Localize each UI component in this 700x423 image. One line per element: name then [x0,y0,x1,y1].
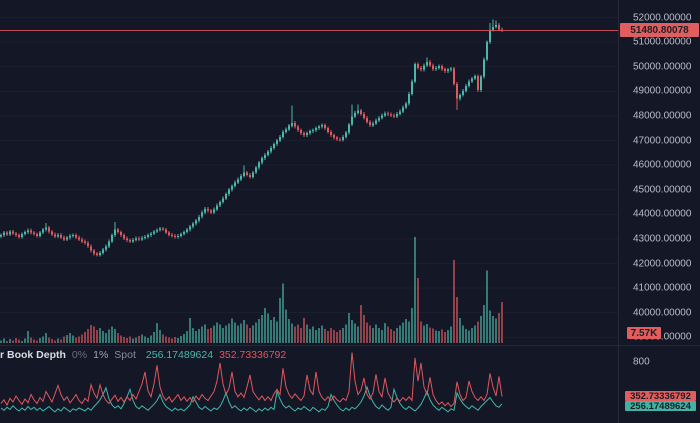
price-axis-label: 44000.00000 [633,209,691,220]
indicator-title: r Book Depth [0,349,66,361]
indicator-param-spot: Spot [114,349,136,361]
order-book-depth-pane[interactable]: r Book Depth 0% 1% Spot 256.17489624 352.7333… [0,345,618,423]
price-axis-label: 40000.00000 [633,307,691,318]
candlestick-volume-chart[interactable] [0,0,618,345]
depth-axis-label: 800 [633,357,650,368]
pane-divider [619,345,700,346]
price-chart-pane[interactable] [0,0,618,345]
trading-terminal: r Book Depth0%1%Spot256.17489624352.7333… [0,0,700,423]
price-axis-label: 46000.00000 [633,160,691,171]
price-axis-label: 48000.00000 [633,110,691,121]
indicator-value-teal: 256.17489624 [146,349,213,361]
price-axis-label: 47000.00000 [633,135,691,146]
depth-teal-badge: 256.17489624 [625,401,696,411]
indicator-value-red: 352.73336792 [219,349,286,361]
price-axis-label: 50000.00000 [633,61,691,72]
price-axis-label: 42000.00000 [633,258,691,269]
indicator-param-0: 0% [72,349,87,361]
price-axis-label: 52000.00000 [633,12,691,23]
indicator-legend: r Book Depth 0% 1% Spot 256.17489624 352.7333… [0,348,292,362]
price-axis-label: 43000.00000 [633,233,691,244]
indicator-param-1: 1% [93,349,108,361]
depth-red-badge: 352.73336792 [625,391,696,401]
price-axis[interactable]: 52000.00000 51000.00000 50000.00000 49000.0… [618,0,700,423]
volume-badge: 7.57K [627,327,661,339]
price-axis-label: 51000.00000 [633,37,691,48]
last-price-badge: 51480.80078 [620,23,699,37]
price-axis-label: 45000.00000 [633,184,691,195]
depth-teal-line [1,387,502,412]
price-axis-label: 41000.00000 [633,283,691,294]
price-axis-label: 49000.00000 [633,86,691,97]
